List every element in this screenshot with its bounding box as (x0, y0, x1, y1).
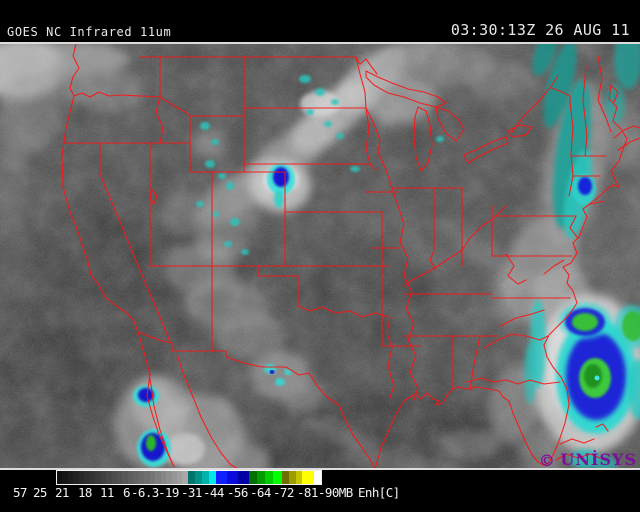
image-timestamp: 03:30:13Z 26 AUG 11 (450, 21, 630, 39)
header-divider (0, 42, 640, 44)
footer-divider (0, 468, 640, 470)
colorbar-segment (182, 471, 188, 484)
colorbar-segment (57, 471, 63, 484)
colorbar-segment (100, 471, 107, 484)
colorbar-segment (73, 471, 79, 484)
colorbar-segment (301, 471, 314, 484)
colorbar-tick: -6.3 (131, 485, 159, 500)
colorbar-segment (176, 471, 183, 484)
colorbar-segment (149, 471, 156, 484)
colorbar-segment (138, 471, 145, 484)
colorbar-segment (166, 471, 172, 484)
colorbar-tick: -64 (250, 485, 271, 500)
colorbar-tick: -31 (181, 485, 202, 500)
colorbar-tick: -44 (203, 485, 224, 500)
colorbar-segment (295, 471, 302, 484)
colorbar-segment (89, 471, 96, 484)
colorbar-segment (95, 471, 101, 484)
colorbar-segment (160, 471, 167, 484)
colorbar-segment (84, 471, 90, 484)
legend-footer: 57 25 21 18 11 6 -6.3 -19 -31 -44 -56 -64 -72 -81 -90M… (0, 470, 640, 512)
colorbar-tick: -72 (273, 485, 294, 500)
colorbar-segment (67, 471, 74, 484)
colorbar-segment (201, 471, 209, 484)
colorbar-tick: 18 (78, 485, 92, 500)
colorbar-segment (122, 471, 128, 484)
colorbar-segment (313, 471, 321, 484)
colorbar-tick: 6 (123, 485, 131, 500)
colorbar-units-label: Enh[C] (358, 485, 400, 500)
colorbar-segment (272, 471, 282, 484)
colorbar-segment (111, 471, 117, 484)
satellite-map (0, 44, 640, 468)
colorbar-segment (106, 471, 112, 484)
colorbar-tick-labels: 57 25 21 18 11 6 -6.3 -19 -31 -44 -56 -64 -72 -81 -90M… (0, 485, 640, 500)
colorbar-segment (171, 471, 177, 484)
colorbar-segment (187, 471, 195, 484)
colorbar-segment (155, 471, 161, 484)
satellite-map-area: © UNİSYS (0, 44, 640, 470)
unisys-logo-text: UNİSYS (560, 450, 637, 469)
colorbar-segment (248, 471, 257, 484)
colorbar-segment (288, 471, 296, 484)
colorbar-segment (256, 471, 265, 484)
colorbar-segment (226, 471, 238, 484)
colorbar-segment (127, 471, 134, 484)
colorbar-segment (133, 471, 139, 484)
colorbar-segment (194, 471, 202, 484)
colorbar-tick: 25 (33, 485, 47, 500)
colorbar-segment (78, 471, 85, 484)
colorbar-tick: -90MB (318, 485, 353, 500)
colorbar-tick: 57 (13, 485, 27, 500)
colorbar-segment (264, 471, 273, 484)
colorbar-tick: 11 (100, 485, 114, 500)
colorbar-tick: -56 (227, 485, 248, 500)
colorbar-segment (237, 471, 249, 484)
colorbar-segment (215, 471, 227, 484)
temperature-colorbar (56, 470, 322, 485)
colorbar-tick: -81 (297, 485, 318, 500)
header-bar: GOES NC Infrared 11um 03:30:13Z 26 AUG 1… (0, 0, 640, 42)
colorbar-segment (116, 471, 123, 484)
colorbar-tick: 21 (55, 485, 69, 500)
colorbar-segment (208, 471, 216, 484)
unisys-logo: © UNİSYS (539, 450, 637, 470)
image-title: GOES NC Infrared 11um (7, 25, 172, 39)
colorbar-tick: -19 (158, 485, 179, 500)
colorbar-segment (62, 471, 68, 484)
copyright-icon: © (538, 451, 555, 470)
colorbar-segment (144, 471, 150, 484)
colorbar-segment (281, 471, 289, 484)
